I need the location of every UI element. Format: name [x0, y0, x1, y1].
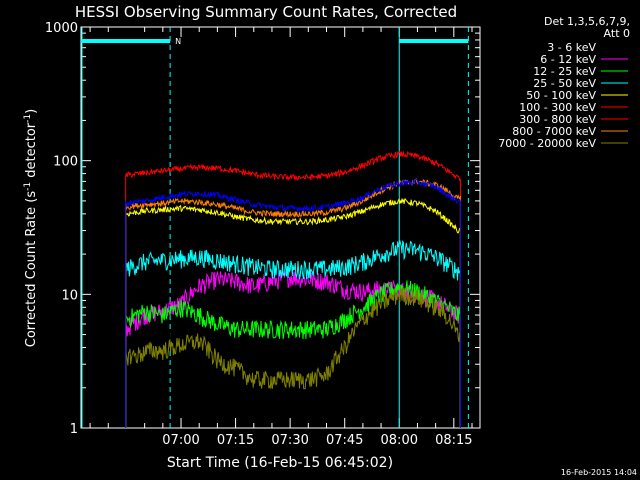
legend-entry-label: 300 - 800 keV — [519, 113, 596, 126]
legend-entry-label: 25 - 50 keV — [533, 77, 596, 90]
plot-frame — [80, 26, 481, 429]
y-tick-label: 1 — [70, 422, 78, 437]
y-tick-label: 10 — [61, 288, 78, 303]
legend-header: Det 1,3,5,6,7,9, — [544, 15, 630, 28]
night-label: N — [175, 37, 181, 46]
night-bar — [399, 39, 469, 43]
legend-entry-label: 7000 - 20000 keV — [498, 137, 596, 150]
x-tick-label: 07:30 — [271, 433, 308, 448]
legend-entry-label: 3 - 6 keV — [547, 41, 596, 54]
y-tick-label: 1000 — [45, 21, 78, 36]
legend-entry-label: 50 - 100 keV — [526, 89, 596, 102]
x-tick-label: 08:00 — [381, 433, 418, 448]
x-tick-label: 07:00 — [162, 433, 199, 448]
legend-entry-label: 12 - 25 keV — [533, 65, 596, 78]
y-axis-label: Corrected Count Rate (s-1 detector-1) — [23, 109, 39, 347]
legend-entry-label: 6 - 12 keV — [540, 53, 596, 66]
series-line — [125, 286, 461, 428]
x-tick-label: 07:45 — [326, 433, 363, 448]
x-axis-label: Start Time (16-Feb-15 06:45:02) — [167, 455, 393, 471]
legend-entry-label: 100 - 300 keV — [519, 101, 596, 114]
night-bar — [81, 39, 171, 43]
timestamp: 16-Feb-2015 14:04 — [561, 468, 637, 477]
series-line — [125, 150, 461, 428]
x-tick-label: 07:15 — [217, 433, 254, 448]
svg-text:Corrected Count Rate (s-1 dete: Corrected Count Rate (s-1 detector-1) — [23, 109, 39, 347]
chart-title: HESSI Observing Summary Count Rates, Cor… — [75, 3, 457, 21]
y-tick-label: 100 — [53, 155, 78, 170]
legend-entry-label: 800 - 7000 keV — [512, 125, 596, 138]
series-line — [125, 198, 461, 428]
series-line — [125, 240, 461, 428]
x-tick-label: 08:15 — [435, 433, 472, 448]
series-line — [125, 178, 461, 428]
legend-header: Att 0 — [604, 27, 630, 40]
plot-area: 07:00 07:15 07:30 07:45 08:00 08:15 1 10 100 1000… — [45, 21, 481, 448]
